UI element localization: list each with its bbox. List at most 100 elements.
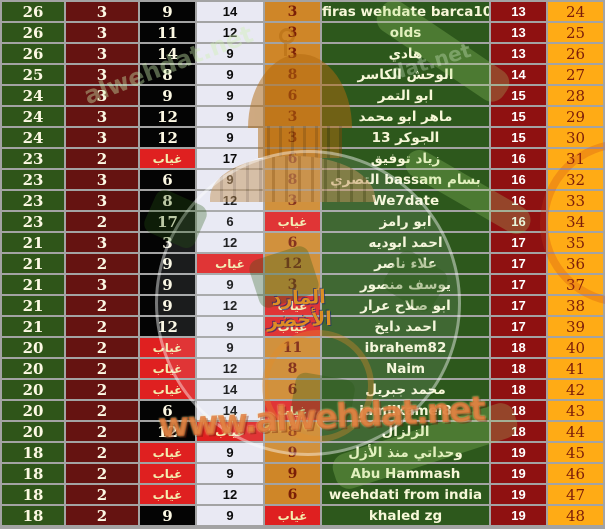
absent-cell: غياب xyxy=(140,380,195,399)
player-name-cell: وحداتي منذ الأزل xyxy=(322,443,489,462)
player-name-cell: ماهر ابو محمد xyxy=(322,107,489,126)
stat7-cell: 18 xyxy=(491,359,546,378)
stat5-cell: 8 xyxy=(265,422,320,441)
stat3-cell: 9 xyxy=(140,296,195,315)
table-row: 20 2 غياب 14 6 محمد جبريل 18 42 xyxy=(2,380,603,399)
stat3-cell: 9 xyxy=(140,2,195,21)
player-name-cell: محمد جبريل xyxy=(322,380,489,399)
stat5-cell: 6 xyxy=(265,86,320,105)
points-cell: 26 xyxy=(2,44,64,63)
rank-cell: 31 xyxy=(548,149,603,168)
stat4-cell: 12 xyxy=(197,233,263,252)
points-cell: 20 xyxy=(2,401,64,420)
stat2-cell: 3 xyxy=(66,44,138,63)
points-cell: 20 xyxy=(2,422,64,441)
rank-cell: 40 xyxy=(548,338,603,357)
table-row: 20 2 غياب 12 8 Naim 18 41 xyxy=(2,359,603,378)
absent-cell: غياب xyxy=(140,149,195,168)
rank-cell: 45 xyxy=(548,443,603,462)
table-row: 20 2 12 غياب 8 الزلزال 18 44 xyxy=(2,422,603,441)
stat2-cell: 2 xyxy=(66,464,138,483)
stat7-cell: 15 xyxy=(491,107,546,126)
rank-cell: 48 xyxy=(548,506,603,525)
stat5-cell: 8 xyxy=(265,359,320,378)
stat2-cell: 2 xyxy=(66,254,138,273)
rank-cell: 26 xyxy=(548,44,603,63)
player-name-cell: احمد ابوديه xyxy=(322,233,489,252)
stat3-cell: 9 xyxy=(140,506,195,525)
rank-cell: 30 xyxy=(548,128,603,147)
absent-cell: غياب xyxy=(140,443,195,462)
stat7-cell: 18 xyxy=(491,422,546,441)
stat3-cell: 8 xyxy=(140,65,195,84)
player-name-cell: هادي xyxy=(322,44,489,63)
points-cell: 26 xyxy=(2,23,64,42)
stat4-cell: 9 xyxy=(197,275,263,294)
rank-cell: 41 xyxy=(548,359,603,378)
table-row: 25 3 8 9 8 الوحش الكاسر 14 27 xyxy=(2,65,603,84)
stat4-cell: 14 xyxy=(197,2,263,21)
table-row: 21 3 9 9 3 يوسف منصور 17 37 xyxy=(2,275,603,294)
points-cell: 24 xyxy=(2,86,64,105)
stat7-cell: 17 xyxy=(491,275,546,294)
rank-cell: 33 xyxy=(548,191,603,210)
stat7-cell: 19 xyxy=(491,464,546,483)
stat2-cell: 3 xyxy=(66,233,138,252)
table-row: 26 3 11 12 3 olds 13 25 xyxy=(2,23,603,42)
points-cell: 18 xyxy=(2,443,64,462)
player-name-cell: ابو رامز xyxy=(322,212,489,231)
rank-cell: 34 xyxy=(548,212,603,231)
player-name-cell: الزلزال xyxy=(322,422,489,441)
stat2-cell: 2 xyxy=(66,485,138,504)
stat3-cell: 6 xyxy=(140,170,195,189)
stat7-cell: 19 xyxy=(491,506,546,525)
stat7-cell: 18 xyxy=(491,401,546,420)
stat4-cell: 9 xyxy=(197,170,263,189)
stat3-cell: 6 xyxy=(140,401,195,420)
stat4-cell: 9 xyxy=(197,128,263,147)
stat7-cell: 17 xyxy=(491,233,546,252)
stat4-cell: 14 xyxy=(197,380,263,399)
stat4-cell: 9 xyxy=(197,506,263,525)
points-cell: 23 xyxy=(2,212,64,231)
rank-cell: 42 xyxy=(548,380,603,399)
stat5-cell: 3 xyxy=(265,107,320,126)
points-cell: 21 xyxy=(2,296,64,315)
player-name-cell: زياد توفيق xyxy=(322,149,489,168)
rank-cell: 39 xyxy=(548,317,603,336)
points-cell: 18 xyxy=(2,506,64,525)
player-name-cell: Abu Hammash xyxy=(322,464,489,483)
stat3-cell: 12 xyxy=(140,422,195,441)
rank-cell: 47 xyxy=(548,485,603,504)
stat7-cell: 19 xyxy=(491,485,546,504)
stat7-cell: 13 xyxy=(491,44,546,63)
stat3-cell: 17 xyxy=(140,212,195,231)
table-row: 21 2 12 9 غياب احمد دايخ 17 39 xyxy=(2,317,603,336)
table-row: 21 3 3 12 6 احمد ابوديه 17 35 xyxy=(2,233,603,252)
points-cell: 25 xyxy=(2,65,64,84)
stat4-cell: 12 xyxy=(197,191,263,210)
player-name-cell: ابو التمر xyxy=(322,86,489,105)
stat2-cell: 2 xyxy=(66,422,138,441)
points-cell: 20 xyxy=(2,338,64,357)
stat7-cell: 16 xyxy=(491,170,546,189)
stat2-cell: 3 xyxy=(66,65,138,84)
stat2-cell: 2 xyxy=(66,401,138,420)
stat3-cell: 12 xyxy=(140,107,195,126)
stat2-cell: 2 xyxy=(66,317,138,336)
stat4-cell: 6 xyxy=(197,212,263,231)
absent-cell: غياب xyxy=(140,338,195,357)
player-name-cell: الوحش الكاسر xyxy=(322,65,489,84)
absent-cell: غياب xyxy=(265,401,320,420)
stat5-cell: 8 xyxy=(265,170,320,189)
stat7-cell: 13 xyxy=(491,2,546,21)
absent-cell: غياب xyxy=(265,317,320,336)
table-row: 21 2 9 12 غياب ابو صلاح عرار 17 38 xyxy=(2,296,603,315)
rank-cell: 24 xyxy=(548,2,603,21)
table-row: 18 2 9 9 غياب khaled zg 19 48 xyxy=(2,506,603,525)
table-row: 26 3 9 14 3 firas wehdate barca10 13 24 xyxy=(2,2,603,21)
stat7-cell: 17 xyxy=(491,317,546,336)
points-cell: 26 xyxy=(2,2,64,21)
